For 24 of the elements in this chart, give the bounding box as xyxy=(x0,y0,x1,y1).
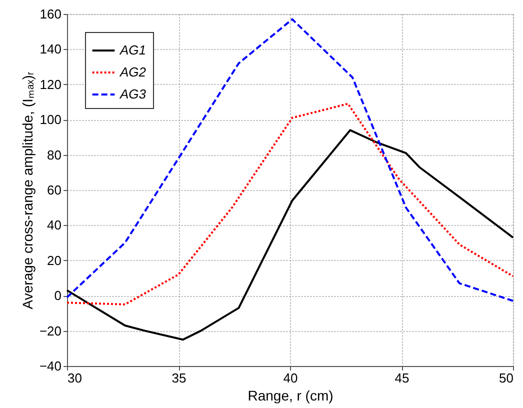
line-series xyxy=(66,102,514,306)
legend-label: AG3 xyxy=(119,86,147,102)
y-tick-label: 40 xyxy=(47,218,62,233)
y-tick-label: 100 xyxy=(40,112,62,128)
line-series xyxy=(66,129,514,341)
y-tick-label: −20 xyxy=(39,323,62,338)
x-tick-label: 35 xyxy=(172,370,186,386)
y-tick-label: 20 xyxy=(47,252,62,268)
x-tick-label: 45 xyxy=(394,370,410,386)
y-axis-title: Average cross-range amplitude, (Iₘₐₓ)ᵣ xyxy=(19,71,36,310)
legend-label: AG2 xyxy=(119,64,147,80)
legend-label: AG1 xyxy=(119,42,146,58)
line-series xyxy=(66,18,514,302)
x-tick-label: 50 xyxy=(499,370,514,386)
y-tick-label: 0 xyxy=(54,288,62,304)
y-tick-label: 80 xyxy=(47,147,62,162)
y-tick-label: 140 xyxy=(40,42,62,57)
x-tick-label: 30 xyxy=(68,370,82,386)
x-tick-label: 40 xyxy=(283,370,298,386)
x-axis-title: Range, r (cm) xyxy=(248,388,334,404)
y-tick-label: −40 xyxy=(39,358,62,374)
y-tick-label: 160 xyxy=(40,6,62,22)
y-tick-label: 60 xyxy=(47,182,62,198)
y-tick-label: 120 xyxy=(40,76,62,92)
